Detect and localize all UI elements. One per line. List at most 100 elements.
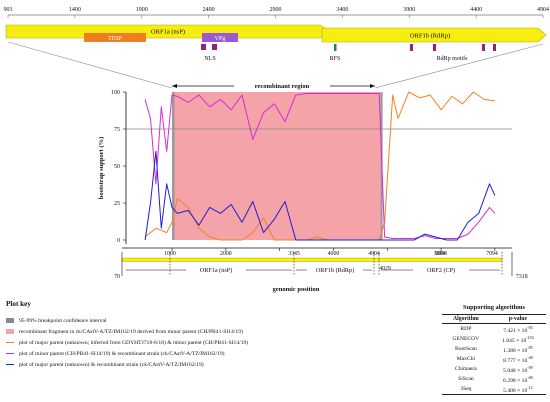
pvalue-exponent: -103 <box>526 334 534 340</box>
top-axis-tick-label: 1400 <box>69 7 81 13</box>
orf-strip <box>121 257 503 262</box>
plot-key-label: recombinant fragment in ck/CAstV-A/TZ/IM… <box>19 328 243 335</box>
x-tick-label: 6000 <box>435 251 447 257</box>
algorithm-cell: BootScan <box>454 346 477 353</box>
pvalue-cell: 5.400 × 10-12 <box>489 384 546 396</box>
supporting-algorithms-table: Supporting algorithms Algorithm p-value … <box>442 304 546 396</box>
top-axis-tick-label: 4904 <box>537 7 549 13</box>
orf2-range-label: ORF2 (CP) <box>427 267 455 274</box>
top-axis-tick-label: 2400 <box>203 7 215 13</box>
tesp-label: TESP <box>108 36 123 42</box>
rdrp-motif-marker <box>410 44 413 51</box>
vpg-box <box>202 33 238 42</box>
genome-bar: ORF1a (nsP) ORF1b (RdRp) TESP VPg NLS RF… <box>5 24 547 62</box>
plot-key-item: plot of major parent (unknown; inferred … <box>6 337 436 348</box>
top-axis: 903 1400 1900 2400 2900 3400 3900 4400 4904 <box>4 7 549 18</box>
rfs-marker <box>334 44 337 51</box>
algorithm-cell: 3Seq <box>442 384 490 396</box>
tesp-box <box>84 33 146 42</box>
plot-key-title: Plot key <box>6 300 31 308</box>
plot-key-swatch <box>6 329 14 334</box>
top-axis-tick-label: 3400 <box>336 7 348 13</box>
algorithm-cell: GENECOV <box>452 336 480 343</box>
bootscan-plot: 0 25 50 75 100 bootstrap support (%) <box>98 90 512 244</box>
recombinant-region-label: recombinant region <box>255 83 310 90</box>
pvalue-cell: 5.048 × 10-09 <box>490 364 546 374</box>
top-axis-tick-label: 4400 <box>470 7 482 13</box>
algorithm-cell: RDP <box>460 326 472 333</box>
rfs-label: RFS <box>330 56 341 62</box>
y-tick-label: 75 <box>114 127 120 133</box>
pvalue-mantissa: 5.400 × 10 <box>503 387 528 394</box>
y-tick-label: 50 <box>114 164 120 170</box>
series-line-2 <box>144 150 496 241</box>
algorithm-cell: SiScan <box>458 376 474 383</box>
zoom-connectors <box>7 41 544 89</box>
table-row: SiScan 6.298 × 10-68 <box>442 374 546 384</box>
plot-key-item: plot of minor parent (CH/PB41-SI14/19) &… <box>6 348 436 359</box>
boundary-5904: 5904 <box>434 251 446 257</box>
algorithm-cell: MaxChi <box>456 356 476 363</box>
recombinant-region-bracket: recombinant region <box>172 81 375 90</box>
breakpoint-ci-left <box>172 92 175 240</box>
plot-key-item: 95-99% breakpoint confidence interval <box>6 315 436 326</box>
nls-marker <box>201 44 206 50</box>
y-axis-label: bootstrap support (%) <box>98 137 105 199</box>
boundary-1000: 1000 <box>164 251 176 257</box>
orf1b-range-label: ORF1b (RdRp) <box>316 267 354 274</box>
rdrp-motif-marker <box>482 44 485 51</box>
pvalue-mantissa: 6.298 × 10 <box>503 377 528 384</box>
genomic-axis: 2000 4000 6000 1000 3345 4904 4929 5904 70… <box>114 247 528 293</box>
y-tick-label: 100 <box>111 90 120 96</box>
pvalue-mantissa: 8.777 × 10 <box>503 357 528 364</box>
top-axis-tick-label: 1900 <box>136 7 148 13</box>
pvalue-exponent: -83 <box>527 324 533 330</box>
boundary-4904: 4904 <box>368 251 380 257</box>
algorithm-column-header: Algorithm <box>442 314 490 324</box>
table-row: BootScan 1.380 × 10-85 <box>442 344 546 354</box>
boundary-3345: 3345 <box>288 251 300 257</box>
table-row: MaxChi 8.777 × 10-48 <box>442 354 546 364</box>
boundary-4929: 4929 <box>379 266 391 272</box>
pvalue-exponent: -09 <box>527 364 533 370</box>
pvalue-column-header: p-value <box>489 314 546 324</box>
pvalue-exponent: -85 <box>527 344 533 350</box>
plot-key-label: plot of major parent (unknown) & recombi… <box>19 361 204 368</box>
plot-key: Plot key 95-99% breakpoint confidence in… <box>6 300 436 370</box>
plot-key-label: 95-99% breakpoint confidence interval <box>19 317 107 324</box>
orf1b-label: ORF1b (RdRp) <box>410 33 450 40</box>
plot-key-swatch <box>6 353 14 354</box>
y-tick-label: 0 <box>117 238 120 244</box>
orf1a-label: ORF1a (nsP) <box>151 29 185 36</box>
plot-key-item: recombinant fragment in ck/CAstV-A/TZ/IM… <box>6 326 436 337</box>
x-tick-label: 4000 <box>328 251 340 257</box>
plot-key-label: plot of minor parent (CH/PB41-SI14/19) &… <box>19 350 225 357</box>
table-row: Chimaera 5.048 × 10-09 <box>442 364 546 374</box>
pvalue-cell: 7.421 × 10-83 <box>490 324 546 335</box>
pvalue-cell: 8.777 × 10-48 <box>490 354 546 364</box>
nls-marker <box>212 44 217 50</box>
top-axis-tick-label: 903 <box>4 7 13 13</box>
pvalue-exponent: -68 <box>527 374 533 380</box>
pvalue-mantissa: 1.045 × 10 <box>502 337 527 344</box>
rdrp-motif-marker <box>433 44 436 51</box>
pvalue-exponent: -12 <box>527 384 533 390</box>
x-axis-label: genomic position <box>273 286 320 293</box>
plot-key-item: plot of major parent (unknown) & recombi… <box>6 359 436 370</box>
plot-key-swatch <box>6 364 14 365</box>
nls-label: NLS <box>204 56 215 62</box>
axis-end: 7318 <box>516 274 528 280</box>
pvalue-cell: 1.045 × 10-103 <box>490 334 546 344</box>
pvalue-exponent: -48 <box>527 354 533 360</box>
pvalue-mantissa: 7.421 × 10 <box>503 327 528 334</box>
y-tick-label: 25 <box>114 201 120 207</box>
series-line-1 <box>144 93 496 239</box>
top-axis-tick-label: 3900 <box>403 7 415 13</box>
rdrp-motifs-label: RdRp motifs <box>437 55 469 62</box>
table-row: GENECOV 1.045 × 10-103 <box>442 334 546 344</box>
plot-key-swatch <box>6 318 14 323</box>
table-row: RDP 7.421 × 10-83 <box>442 324 546 335</box>
plot-key-swatch <box>6 342 14 343</box>
series-line-0 <box>144 91 495 241</box>
